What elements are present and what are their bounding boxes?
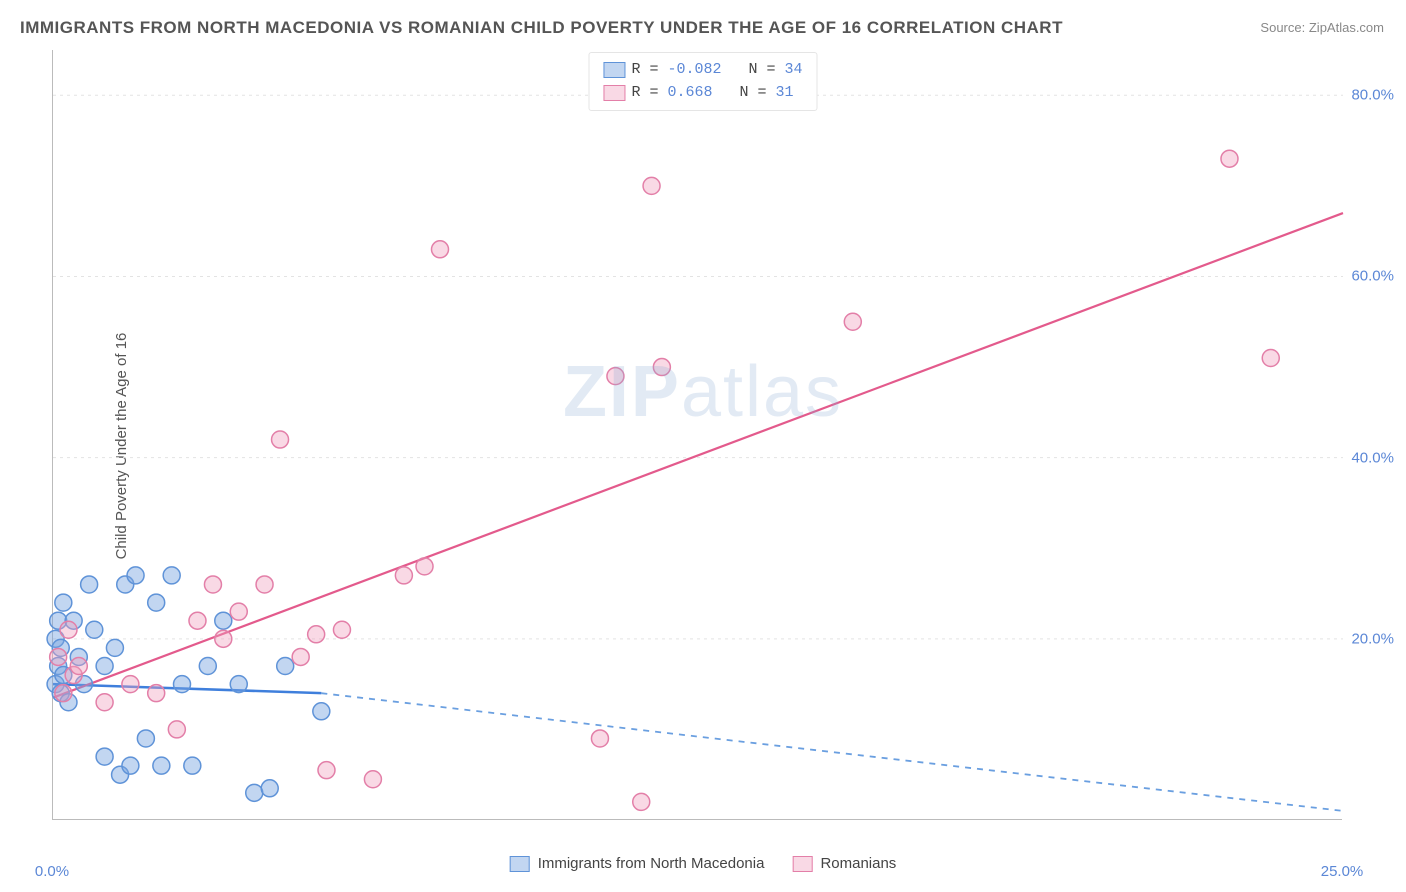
x-tick: 25.0% [1321,863,1364,880]
chart-title: IMMIGRANTS FROM NORTH MACEDONIA VS ROMAN… [20,18,1063,38]
series-legend: Immigrants from North Macedonia Romanians [510,855,897,872]
source-label: Source: ZipAtlas.com [1260,20,1384,35]
scatter-svg [53,50,1342,819]
legend-stat-row: R = 0.668 N = 31 [603,82,802,105]
legend-swatch [603,62,625,78]
legend-item: Immigrants from North Macedonia [510,855,765,872]
legend-label: Immigrants from North Macedonia [538,855,765,872]
y-tick: 60.0% [1351,268,1394,285]
plot-area [52,50,1342,820]
y-tick: 80.0% [1351,87,1394,104]
legend-item: Romanians [792,855,896,872]
y-tick: 40.0% [1351,449,1394,466]
legend-swatch [603,85,625,101]
source-link[interactable]: ZipAtlas.com [1309,20,1384,35]
legend-swatch [792,856,812,872]
correlation-legend: R = -0.082 N = 34R = 0.668 N = 31 [588,52,817,111]
legend-swatch [510,856,530,872]
x-tick: 0.0% [35,863,69,880]
legend-label: Romanians [820,855,896,872]
legend-stat-row: R = -0.082 N = 34 [603,59,802,82]
y-tick: 20.0% [1351,630,1394,647]
